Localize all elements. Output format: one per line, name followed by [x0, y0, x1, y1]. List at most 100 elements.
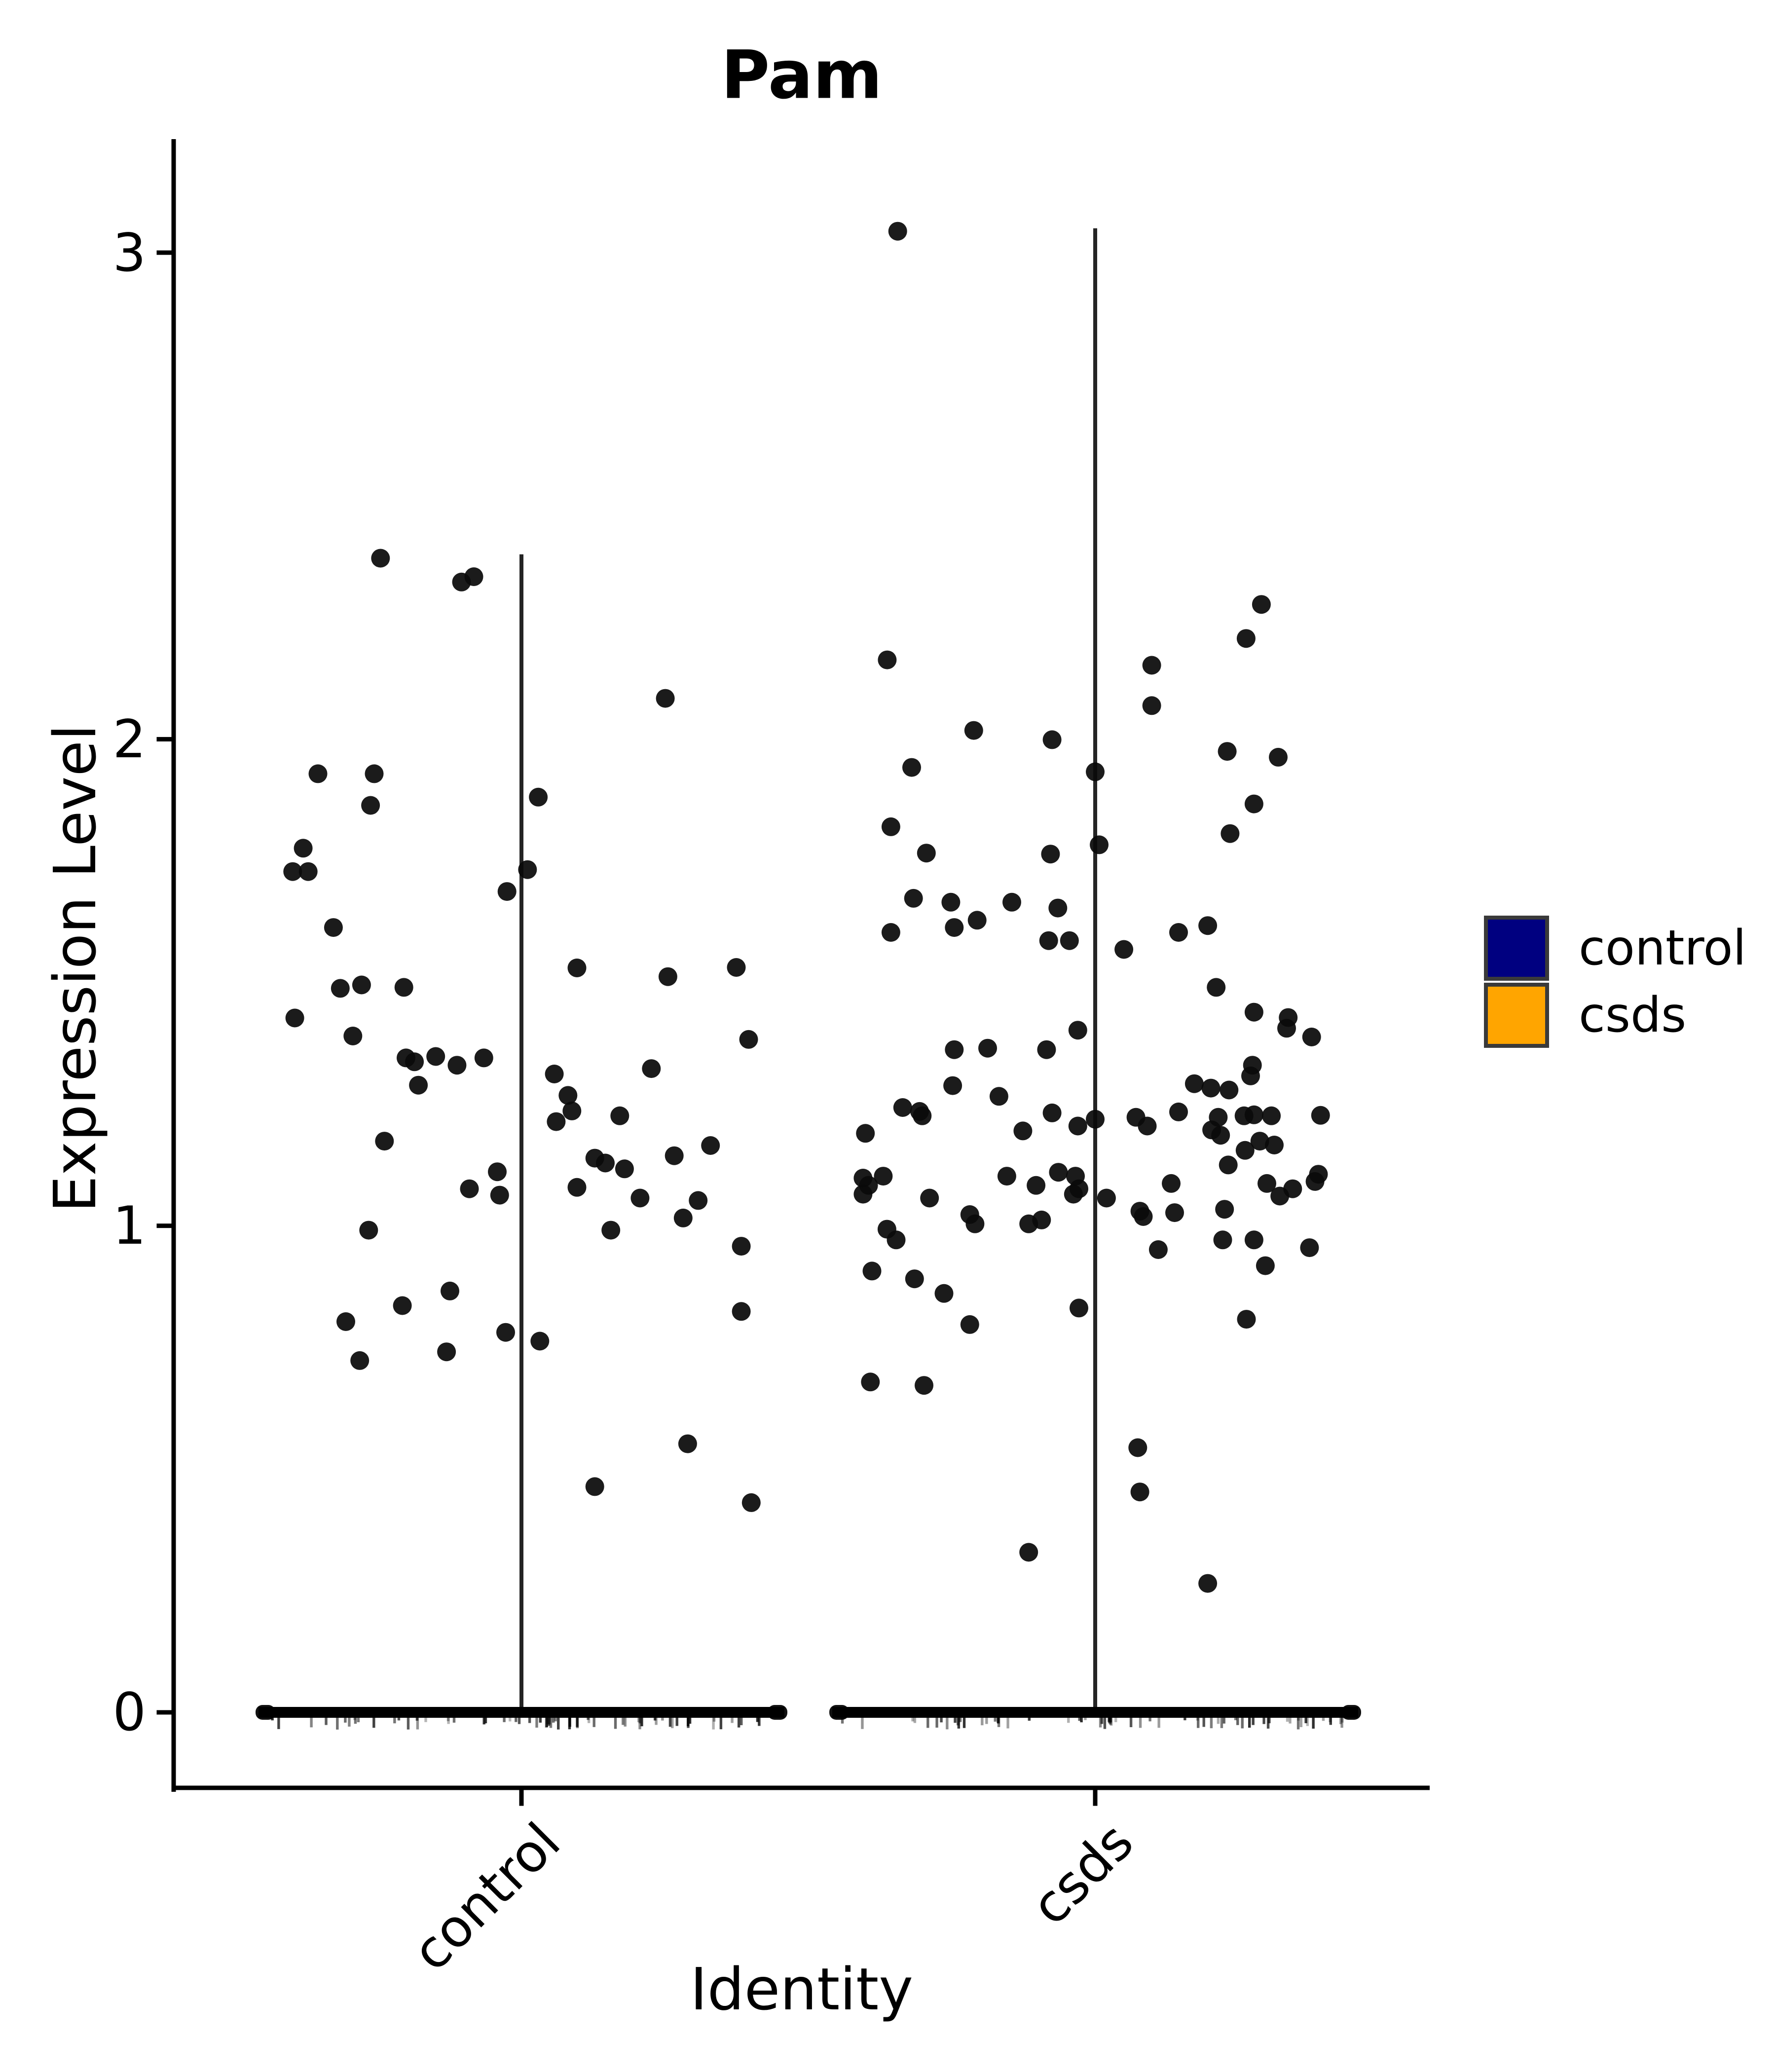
- data-point: [874, 1167, 893, 1186]
- zero-jitter-hair: [1084, 1717, 1087, 1720]
- data-point: [405, 1052, 424, 1072]
- data-point: [917, 844, 936, 863]
- data-point: [960, 1315, 979, 1334]
- x-axis-spine: [171, 1785, 1430, 1790]
- data-point: [1220, 1080, 1239, 1100]
- data-point: [656, 689, 675, 708]
- data-point: [1244, 1105, 1263, 1124]
- data-point: [601, 1221, 621, 1240]
- data-point: [945, 918, 964, 937]
- zero-jitter-hair: [959, 1717, 962, 1722]
- data-point: [1244, 1002, 1263, 1022]
- data-point: [1265, 1136, 1284, 1154]
- data-point: [732, 1302, 751, 1321]
- data-point: [1165, 1203, 1184, 1222]
- zero-jitter-hair: [592, 1717, 595, 1727]
- zero-jitter-hair: [675, 1717, 678, 1726]
- data-point: [1201, 1078, 1221, 1098]
- zero-jitter-hair: [1266, 1717, 1270, 1729]
- data-point: [1032, 1210, 1051, 1229]
- data-point: [359, 1221, 378, 1240]
- data-point: [1302, 1028, 1321, 1046]
- data-point: [1256, 1256, 1275, 1275]
- legend-row-csds: csds: [1484, 983, 1746, 1048]
- zero-jitter-hair: [397, 1717, 401, 1721]
- data-point: [1041, 845, 1060, 864]
- data-point: [1037, 1040, 1056, 1059]
- zero-jitter-hair: [1262, 1717, 1265, 1724]
- data-point: [365, 764, 384, 783]
- zero-jitter-hair: [557, 1717, 560, 1730]
- data-point: [1064, 1184, 1083, 1204]
- zero-jitter-hair: [1222, 1717, 1225, 1724]
- data-point: [701, 1136, 720, 1155]
- zero-jitter-hair: [1184, 1717, 1186, 1721]
- zero-jitter-hair: [372, 1717, 375, 1728]
- data-point: [1198, 916, 1218, 935]
- zero-jitter-hair: [1099, 1717, 1102, 1728]
- zero-jitter-hair: [962, 1717, 966, 1728]
- legend: control csds: [1484, 916, 1746, 1050]
- data-point: [375, 1132, 394, 1151]
- zero-jitter-hair: [985, 1717, 988, 1724]
- zero-jitter-hair: [687, 1717, 690, 1728]
- zero-jitter-hair: [756, 1717, 759, 1722]
- data-point: [1097, 1188, 1116, 1208]
- zero-jitter-hair: [1028, 1717, 1031, 1721]
- data-point: [665, 1146, 684, 1165]
- zero-jitter-hair: [913, 1717, 917, 1723]
- data-point: [530, 1332, 550, 1351]
- zero-jitter-hair: [1340, 1717, 1343, 1728]
- data-point: [1142, 696, 1161, 715]
- y-tick-label-1: 1: [112, 1195, 146, 1256]
- data-point: [920, 1188, 939, 1208]
- data-point: [308, 764, 328, 783]
- zero-jitter-hair: [638, 1717, 641, 1730]
- data-point: [1213, 1230, 1232, 1250]
- data-point: [464, 567, 483, 586]
- zero-jitter-hair: [926, 1717, 929, 1728]
- data-point: [352, 975, 371, 995]
- data-point: [727, 958, 746, 977]
- data-point: [1039, 931, 1058, 950]
- data-point: [1042, 730, 1062, 749]
- violin-group-csds: [829, 222, 1361, 1730]
- data-point: [658, 967, 677, 986]
- data-point: [941, 892, 961, 912]
- data-point: [283, 862, 302, 881]
- data-point: [496, 1323, 515, 1342]
- data-point: [964, 721, 983, 740]
- data-point: [585, 1477, 604, 1496]
- data-point: [426, 1047, 445, 1066]
- data-point: [1070, 1298, 1088, 1318]
- zero-jitter-hair: [549, 1717, 553, 1728]
- data-point: [1148, 1240, 1168, 1259]
- data-point: [1114, 940, 1134, 959]
- data-point: [904, 888, 923, 908]
- data-point: [1244, 794, 1263, 814]
- zero-jitter-hair: [1103, 1717, 1107, 1729]
- zero-jitter-hair: [1296, 1717, 1300, 1730]
- data-point: [1169, 1102, 1188, 1121]
- zero-jitter-hair: [1210, 1717, 1213, 1729]
- data-point: [689, 1191, 708, 1210]
- data-point: [518, 860, 537, 879]
- zero-jitter-hair: [407, 1717, 410, 1730]
- zero-jitter-hair: [482, 1717, 485, 1725]
- zero-jitter-hair: [622, 1717, 625, 1725]
- data-point: [630, 1188, 650, 1208]
- data-point: [409, 1075, 428, 1095]
- data-point: [393, 1296, 412, 1315]
- zero-jitter-hair: [935, 1717, 938, 1728]
- zero-jitter-hair: [1329, 1717, 1332, 1725]
- legend-swatch-control: [1484, 916, 1549, 981]
- zero-jitter-hair: [1248, 1717, 1251, 1728]
- data-point: [558, 1086, 578, 1105]
- zero-jitter-hair: [1196, 1717, 1200, 1728]
- data-point: [447, 1056, 467, 1075]
- zero-jitter-hair: [737, 1717, 740, 1728]
- zero-jitter-hair: [348, 1717, 351, 1727]
- data-point: [739, 1030, 758, 1049]
- data-point: [1250, 1132, 1269, 1151]
- zero-jitter-hair: [325, 1717, 328, 1725]
